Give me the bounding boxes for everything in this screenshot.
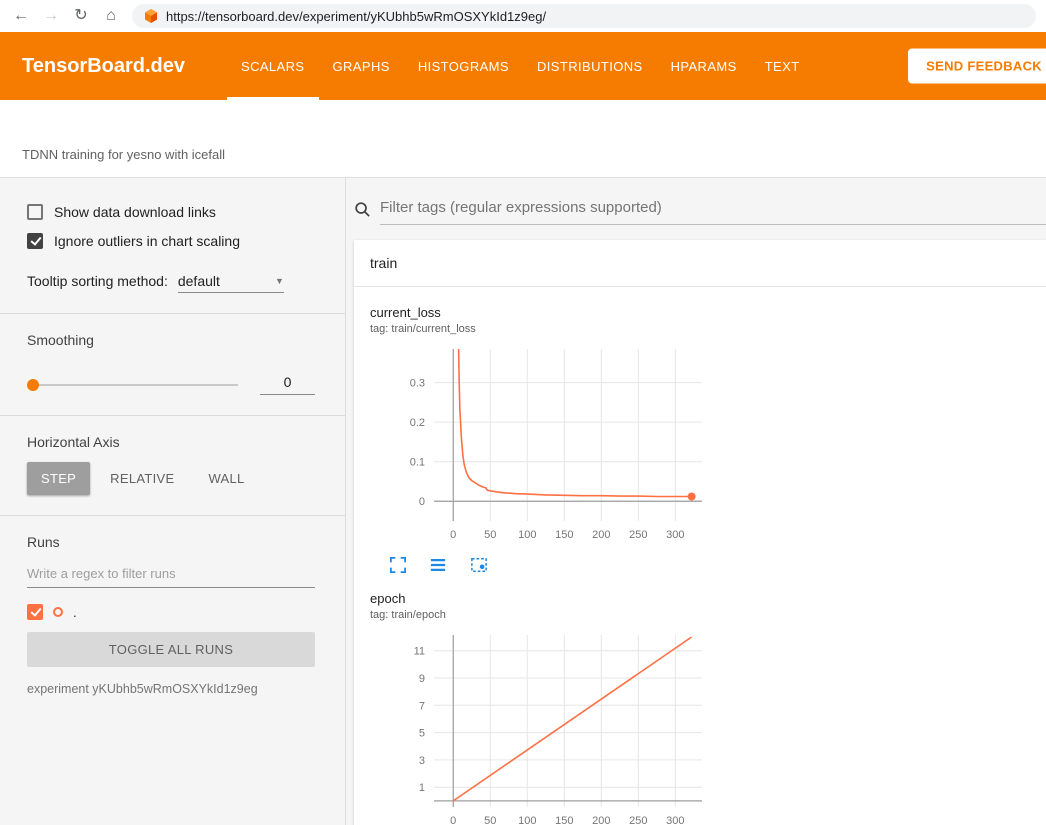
send-feedback-button[interactable]: SEND FEEDBACK [908,49,1046,84]
smoothing-slider[interactable] [27,384,238,386]
svg-text:300: 300 [666,815,684,825]
horizontal-axis-buttons: STEPRELATIVEWALL [27,462,315,495]
chart-tag: tag: train/epoch [370,609,708,621]
tab-histograms[interactable]: HISTOGRAMS [404,32,523,100]
svg-text:150: 150 [555,529,573,541]
tooltip-sorting-label: Tooltip sorting method: [27,273,168,289]
line-chart[interactable]: 0 0.1 0.2 0.3 0 50 100 150 200 250 300 [370,343,708,549]
tab-scalars[interactable]: SCALARS [227,32,319,100]
svg-text:3: 3 [419,755,425,767]
tab-distributions[interactable]: DISTRIBUTIONS [523,32,657,100]
ignore-outliers-row[interactable]: Ignore outliers in chart scaling [27,233,315,249]
experiment-subheader: TDNN training for yesno with icefall [0,100,1046,178]
svg-text:0.1: 0.1 [410,457,425,469]
svg-text:100: 100 [518,529,536,541]
reload-button[interactable]: ↻ [72,8,90,24]
ignore-outliers-checkbox[interactable] [27,233,43,249]
svg-text:11: 11 [414,646,425,658]
horizontal-axis-label: Horizontal Axis [27,434,315,450]
axis-button-step[interactable]: STEP [27,462,90,495]
chart-tag: tag: train/current_loss [370,323,708,335]
ignore-outliers-label: Ignore outliers in chart scaling [54,233,240,249]
tab-text[interactable]: TEXT [751,32,814,100]
svg-text:250: 250 [629,529,647,541]
scalars-dashboard: train current_loss tag: train/current_lo… [346,178,1046,825]
smoothing-label: Smoothing [27,332,315,348]
browser-toolbar: ← → ↻ ⌂ https://tensorboard.dev/experime… [0,0,1046,32]
back-button[interactable]: ← [12,8,30,24]
data-table-icon[interactable] [430,557,446,573]
svg-text:7: 7 [419,700,425,712]
svg-text:200: 200 [592,815,610,825]
url-text: https://tensorboard.dev/experiment/yKUbh… [166,9,546,24]
svg-text:150: 150 [555,815,573,825]
svg-text:250: 250 [629,815,647,825]
svg-text:1: 1 [419,782,425,794]
nav-tabs: SCALARSGRAPHSHISTOGRAMSDISTRIBUTIONSHPAR… [227,32,814,100]
smoothing-control: 0 [27,374,315,395]
run-row[interactable]: . [27,604,315,620]
charts-grid: current_loss tag: train/current_loss 0 0.… [354,287,1046,825]
chart-card: epoch tag: train/epoch 1 3 5 7 9 11 0 50 100 150 2… [370,583,708,825]
smoothing-value[interactable]: 0 [260,374,315,395]
address-bar[interactable]: https://tensorboard.dev/experiment/yKUbh… [132,4,1036,28]
toggle-all-runs-button[interactable]: TOGGLE ALL RUNS [27,632,315,667]
sidebar-divider [0,313,345,314]
sidebar-divider [0,515,345,516]
tab-graphs[interactable]: GRAPHS [319,32,404,100]
runs-label: Runs [27,534,315,550]
tensorboard-header: TensorBoard.dev SCALARSGRAPHSHISTOGRAMSD… [0,32,1046,100]
tooltip-sorting-select[interactable]: default ▼ [178,273,284,293]
tensorboard-favicon [144,9,158,23]
experiment-id: experiment yKUbhb5wRmOSXYkId1z9eg [27,682,315,696]
axis-button-relative[interactable]: RELATIVE [96,462,188,495]
slider-thumb[interactable] [27,379,39,391]
svg-text:0.3: 0.3 [410,378,425,390]
svg-text:0: 0 [450,529,456,541]
chart-title: epoch [370,591,708,606]
settings-sidebar: Show data download links Ignore outliers… [0,178,346,825]
brand-title[interactable]: TensorBoard.dev [22,55,185,78]
fit-domain-icon[interactable] [470,557,488,573]
tag-filter-input[interactable] [380,194,1046,225]
svg-text:0: 0 [419,496,425,508]
tag-group-card: train current_loss tag: train/current_lo… [354,240,1046,825]
axis-button-wall[interactable]: WALL [194,462,258,495]
chevron-down-icon: ▼ [275,276,284,286]
chart-title: current_loss [370,305,708,320]
svg-text:5: 5 [419,728,425,740]
svg-text:0.2: 0.2 [410,417,425,429]
chart-toolbar [370,549,708,583]
svg-text:50: 50 [484,815,496,825]
experiment-title: TDNN training for yesno with icefall [22,147,225,162]
forward-button[interactable]: → [42,8,60,24]
sidebar-divider [0,415,345,416]
search-icon [354,201,371,218]
svg-text:100: 100 [518,815,536,825]
show-download-label: Show data download links [54,204,216,220]
run-checkbox[interactable] [27,604,43,620]
tag-filter-row [346,178,1046,225]
tooltip-sorting-value: default [178,273,220,289]
tag-group-header[interactable]: train [354,240,1046,287]
svg-text:0: 0 [450,815,456,825]
tooltip-sorting-row: Tooltip sorting method: default ▼ [27,273,315,293]
line-chart[interactable]: 1 3 5 7 9 11 0 50 100 150 200 250 300 [370,629,708,825]
runs-filter-input[interactable] [27,560,315,588]
home-button[interactable]: ⌂ [102,8,120,24]
svg-text:300: 300 [666,529,684,541]
run-color-swatch [53,607,63,617]
tab-hparams[interactable]: HPARAMS [657,32,751,100]
run-name: . [73,605,77,620]
svg-text:200: 200 [592,529,610,541]
svg-text:50: 50 [484,529,496,541]
show-download-links-row[interactable]: Show data download links [27,204,315,220]
svg-text:9: 9 [419,673,425,685]
show-download-checkbox[interactable] [27,204,43,220]
expand-chart-icon[interactable] [390,557,406,573]
chart-card: current_loss tag: train/current_loss 0 0.… [370,297,708,583]
